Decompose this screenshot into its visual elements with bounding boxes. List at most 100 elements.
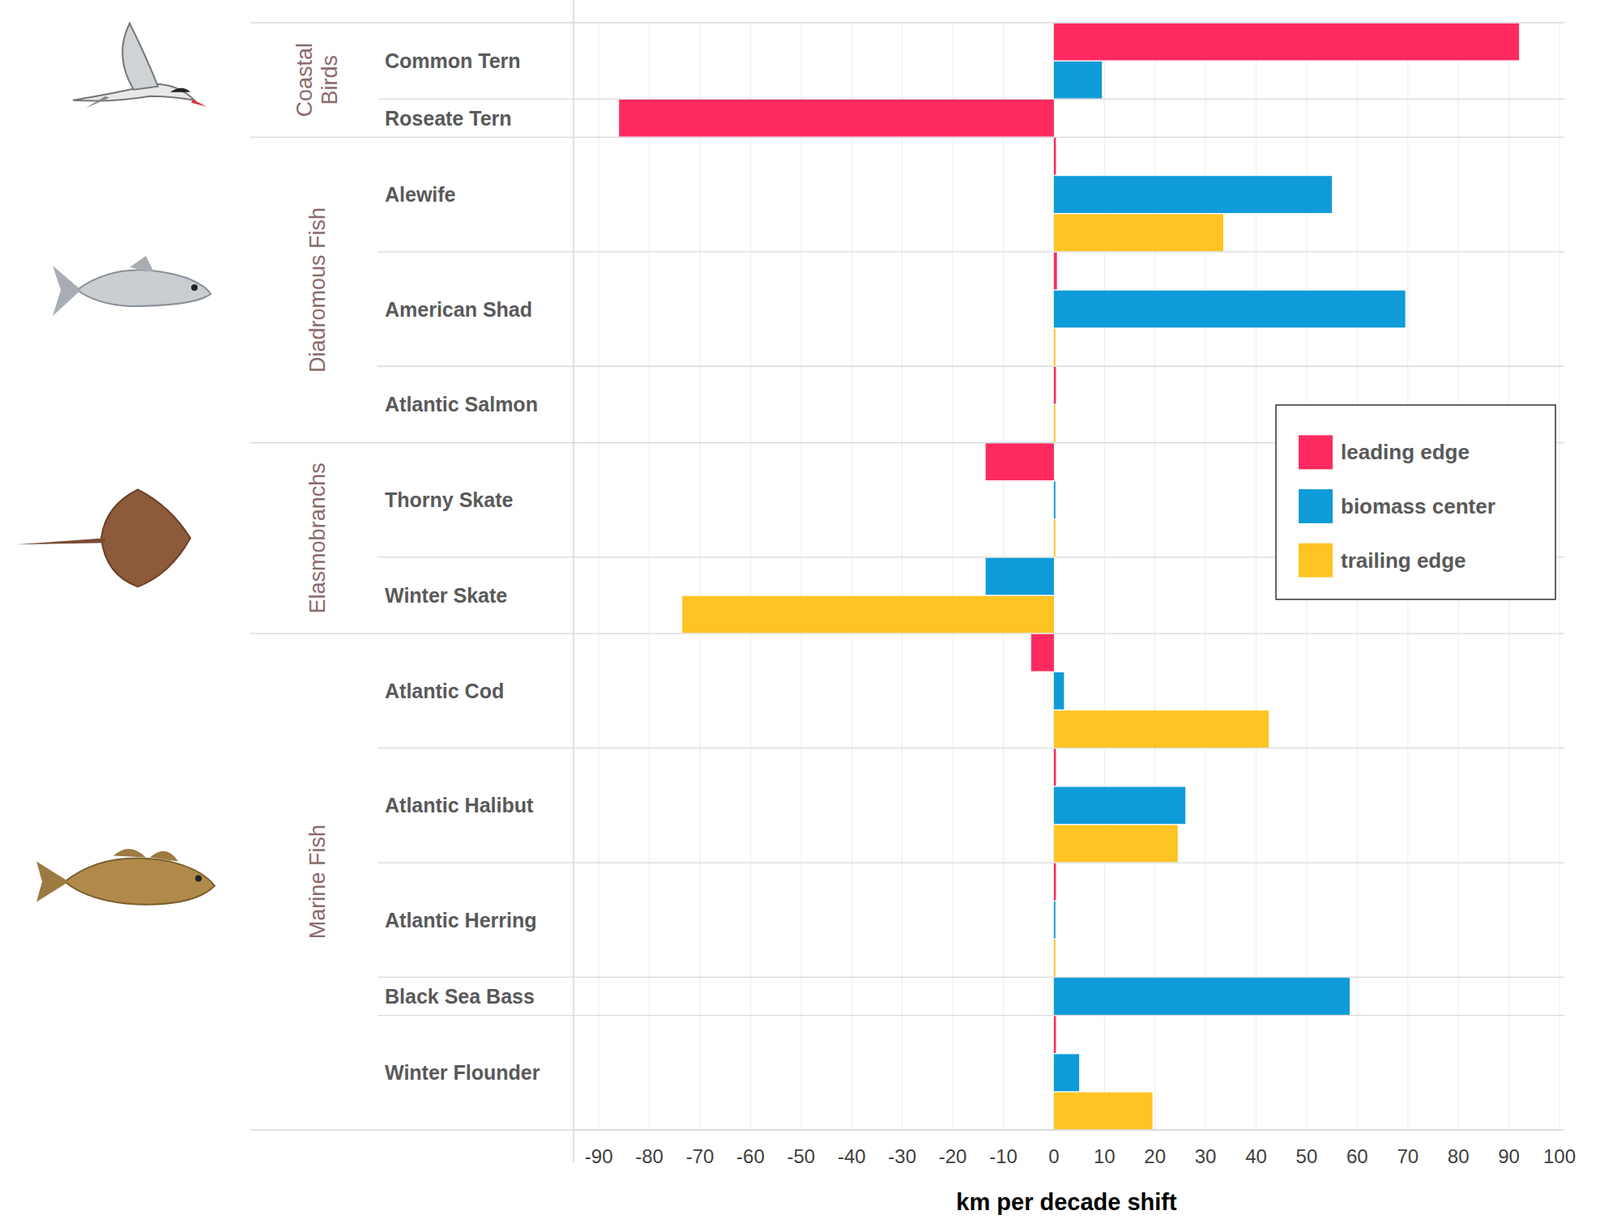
legend-box: [1275, 405, 1556, 600]
legend-label: leading edge: [1340, 439, 1470, 465]
bar: [1053, 328, 1056, 367]
category-label: Winter Flounder: [384, 1061, 541, 1084]
group-icon: [16, 489, 191, 587]
bar: [1053, 61, 1102, 99]
row-separator: [377, 1015, 1565, 1016]
tick-label: -60: [736, 1145, 765, 1168]
category-label: Black Sea Bass: [384, 985, 535, 1008]
grid-line: [800, 22, 802, 1131]
icon-part: [129, 256, 154, 273]
icon-part: [85, 96, 110, 109]
bar: [1053, 863, 1056, 901]
tick-label: 10: [1093, 1145, 1116, 1168]
grid: [598, 22, 1560, 1131]
legend-swatch: [1298, 543, 1333, 578]
bar: [1053, 939, 1056, 978]
tick-label: -80: [635, 1145, 664, 1168]
group-icon: [72, 23, 207, 109]
group-label-line: Birds: [318, 55, 343, 106]
category-label: Alewife: [384, 183, 457, 206]
grid-line: [699, 22, 701, 1131]
icon-part: [191, 284, 198, 291]
category-label: Roseate Tern: [384, 106, 512, 130]
icon-part: [76, 269, 211, 307]
tick-label: 30: [1194, 1145, 1217, 1168]
icon-part: [191, 99, 207, 107]
tick-label: 20: [1143, 1145, 1166, 1168]
grid-line: [1559, 22, 1561, 1131]
bar: [985, 443, 1054, 481]
group-icon: [52, 256, 211, 316]
group-icon: [36, 849, 215, 905]
category-label: Atlantic Cod: [384, 679, 504, 703]
bar: [1053, 213, 1224, 252]
bar: [1053, 137, 1056, 175]
grid-line: [598, 22, 600, 1131]
grid-line: [648, 22, 650, 1131]
bar: [1053, 672, 1064, 710]
bar: [1053, 710, 1269, 748]
tick-label: 0: [1048, 1145, 1059, 1168]
axis-title: km per decade shift: [955, 1189, 1178, 1216]
bar: [1053, 1015, 1056, 1054]
tick-label: -50: [787, 1145, 816, 1168]
row-separator: [377, 861, 1565, 863]
icon-part: [64, 858, 215, 905]
group-label: CoastalBirds: [293, 42, 343, 118]
icon-part: [36, 861, 69, 903]
row-separator: [377, 366, 1565, 367]
category-label: Thorny Skate: [384, 488, 513, 512]
tick-label: 60: [1346, 1145, 1369, 1168]
row-separator: [250, 136, 1565, 138]
category-label: American Shad: [384, 298, 533, 321]
axis-line: [572, 0, 575, 1163]
tick-label: 90: [1497, 1145, 1520, 1168]
row-separator: [377, 251, 1565, 252]
bar: [1053, 977, 1350, 1016]
bar: [1053, 825, 1178, 863]
tick-label: -30: [887, 1145, 917, 1168]
tick-label: 50: [1296, 1145, 1319, 1168]
icon-part: [16, 537, 106, 545]
bar: [1053, 175, 1332, 214]
bar: [1053, 1053, 1080, 1092]
tick-label: 80: [1447, 1145, 1470, 1168]
tick-label: -70: [686, 1145, 715, 1168]
tick-label: -90: [584, 1145, 614, 1168]
tick-label: 70: [1396, 1145, 1419, 1168]
bar: [1031, 634, 1054, 672]
bar: [1053, 366, 1056, 405]
group-label: Elasmobranchs: [305, 462, 330, 614]
tick-label: 100: [1543, 1145, 1576, 1168]
bar: [1053, 23, 1519, 61]
row-separator: [377, 747, 1565, 749]
tick-label: -20: [938, 1145, 968, 1168]
grid-line: [750, 22, 751, 1131]
legend-swatch: [1298, 489, 1333, 524]
icon-part: [170, 88, 191, 93]
group-label-line: Coastal: [293, 42, 318, 118]
legend-swatch: [1298, 435, 1333, 470]
row-separator: [250, 633, 1565, 635]
legend-label: biomass center: [1340, 494, 1496, 519]
legend-label: trailing edge: [1340, 548, 1467, 573]
bar: [682, 596, 1054, 634]
bar: [1053, 481, 1056, 519]
bar: [1053, 520, 1056, 558]
group-label: Diadromous Fish: [305, 207, 330, 373]
row-separator: [377, 977, 1565, 978]
grid-line: [952, 22, 954, 1131]
grid-line: [901, 22, 903, 1131]
row-separator: [250, 1129, 1565, 1131]
bar: [1053, 901, 1056, 939]
icon-part: [122, 23, 158, 90]
icon-part: [52, 265, 82, 316]
bar: [1053, 405, 1056, 443]
bar: [1053, 786, 1186, 824]
tick-label: 40: [1245, 1145, 1268, 1168]
bar: [985, 558, 1054, 596]
icon-part: [113, 849, 179, 862]
legend: leading edge biomass center trailing edge: [1275, 405, 1556, 600]
icon-part: [101, 489, 191, 587]
bar: [1053, 290, 1406, 329]
